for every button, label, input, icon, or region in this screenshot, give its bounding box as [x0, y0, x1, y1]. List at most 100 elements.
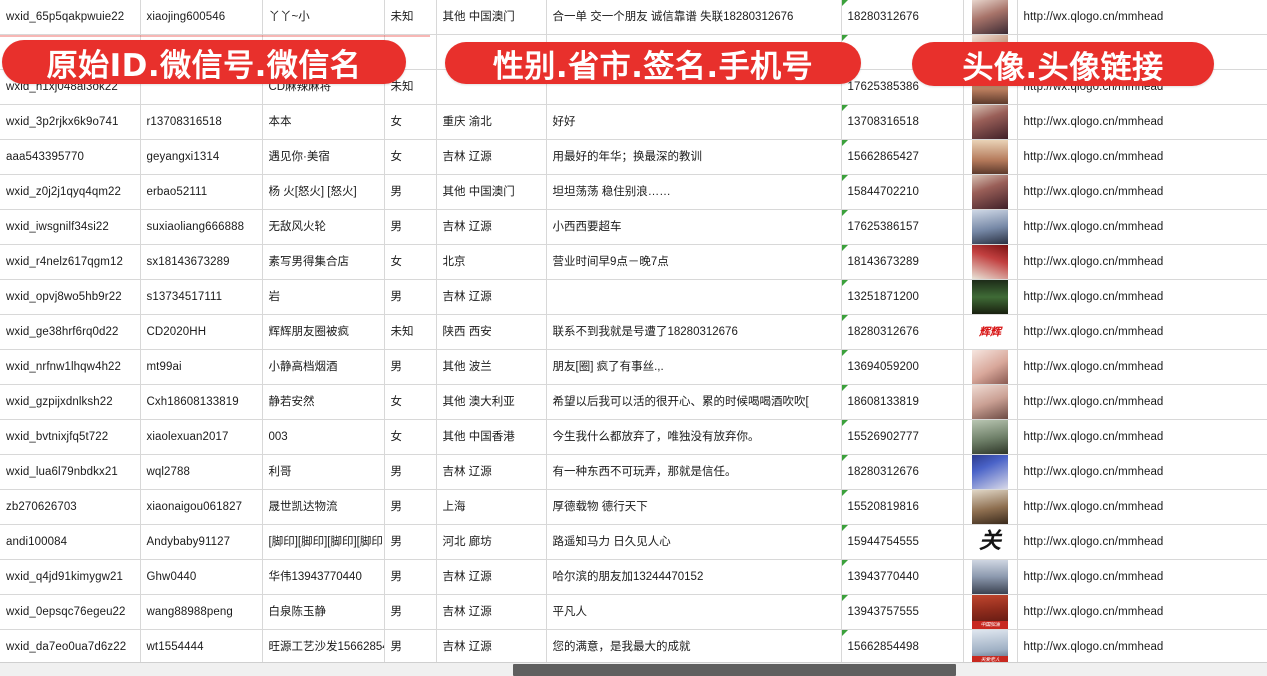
cell-gender[interactable]: 男 [384, 524, 437, 560]
cell-avatar-url[interactable]: http://wx.qlogo.cn/mmhead [1017, 594, 1267, 630]
cell-wx-name[interactable]: 旺源工艺沙发15662854 [262, 629, 385, 665]
table-row[interactable]: wxid_gzpijxdnlksh22 Cxh18608133819 静若安然 … [0, 384, 1267, 420]
cell-phone[interactable]: 15944754555 [841, 524, 964, 560]
cell-wx-id[interactable]: wql2788 [140, 454, 263, 490]
cell-wx-id[interactable]: sx18143673289 [140, 244, 263, 280]
cell-signature[interactable]: 联系不到我就是号遭了18280312676 [546, 314, 842, 350]
cell-orig-id[interactable]: wxid_bvtnixjfq5t722 [0, 419, 141, 455]
cell-avatar[interactable] [963, 454, 1018, 490]
cell-orig-id[interactable]: aaa543395770 [0, 139, 141, 175]
table-row[interactable]: andi100084 Andybaby91127 [脚印][脚印][脚印][脚印… [0, 524, 1267, 560]
cell-region[interactable]: 其他 波兰 [436, 349, 547, 385]
cell-region[interactable]: 吉林 辽源 [436, 279, 547, 315]
cell-avatar[interactable] [963, 349, 1018, 385]
cell-wx-name[interactable]: 晟世凯达物流 [262, 489, 385, 525]
cell-phone[interactable]: 13694059200 [841, 349, 964, 385]
cell-avatar[interactable] [963, 489, 1018, 525]
cell-wx-id[interactable]: suxiaoliang666888 [140, 209, 263, 245]
cell-wx-id[interactable]: xiaonaigou061827 [140, 489, 263, 525]
cell-signature[interactable]: 用最好的年华；换最深的教训 [546, 139, 842, 175]
cell-phone[interactable]: 18280312676 [841, 454, 964, 490]
cell-avatar[interactable] [963, 419, 1018, 455]
cell-region[interactable]: 吉林 辽源 [436, 139, 547, 175]
cell-wx-name[interactable]: 003 [262, 419, 385, 455]
cell-wx-id[interactable]: geyangxi1314 [140, 139, 263, 175]
cell-signature[interactable]: 哈尔滨的朋友加13244470152 [546, 559, 842, 595]
cell-region[interactable]: 吉林 辽源 [436, 594, 547, 630]
cell-signature[interactable]: 有一种东西不可玩弄，那就是信任。 [546, 454, 842, 490]
cell-signature[interactable]: 营业时间早9点－晚7点 [546, 244, 842, 280]
cell-orig-id[interactable]: wxid_r4nelz617qgm12 [0, 244, 141, 280]
cell-orig-id[interactable]: wxid_da7eo0ua7d6z22 [0, 629, 141, 665]
cell-region[interactable]: 北京 [436, 244, 547, 280]
cell-wx-name[interactable]: 静若安然 [262, 384, 385, 420]
cell-phone[interactable]: 15526902777 [841, 419, 964, 455]
cell-wx-name[interactable]: 本本 [262, 104, 385, 140]
cell-wx-name[interactable]: 小静高档烟酒 [262, 349, 385, 385]
cell-avatar[interactable] [963, 209, 1018, 245]
cell-region[interactable]: 陕西 西安 [436, 314, 547, 350]
cell-avatar[interactable] [963, 279, 1018, 315]
cell-avatar[interactable] [963, 0, 1018, 35]
cell-wx-id[interactable]: wang88988peng [140, 594, 263, 630]
cell-gender[interactable]: 女 [384, 244, 437, 280]
cell-gender[interactable]: 未知 [384, 314, 437, 350]
cell-signature[interactable]: 平凡人 [546, 594, 842, 630]
cell-gender[interactable]: 男 [384, 279, 437, 315]
cell-orig-id[interactable]: wxid_iwsgnilf34si22 [0, 209, 141, 245]
cell-wx-id[interactable]: wt1554444 [140, 629, 263, 665]
cell-avatar-url[interactable]: http://wx.qlogo.cn/mmhead [1017, 104, 1267, 140]
cell-region[interactable]: 其他 中国香港 [436, 419, 547, 455]
cell-gender[interactable]: 男 [384, 209, 437, 245]
cell-wx-name[interactable]: 素写男得集合店 [262, 244, 385, 280]
cell-avatar-url[interactable]: http://wx.qlogo.cn/mmhead [1017, 209, 1267, 245]
cell-region[interactable]: 吉林 辽源 [436, 209, 547, 245]
cell-wx-name[interactable]: 辉辉朋友圈被疯 [262, 314, 385, 350]
cell-gender[interactable]: 女 [384, 139, 437, 175]
cell-avatar[interactable] [963, 174, 1018, 210]
cell-signature[interactable]: 今生我什么都放弃了，唯独没有放弃你。 [546, 419, 842, 455]
cell-phone[interactable]: 15662854498 [841, 629, 964, 665]
cell-phone[interactable]: 15520819816 [841, 489, 964, 525]
cell-wx-name[interactable]: 岩 [262, 279, 385, 315]
cell-signature[interactable]: 路遥知马力 日久见人心 [546, 524, 842, 560]
cell-signature[interactable]: 好好 [546, 104, 842, 140]
cell-wx-name[interactable]: 华伟13943770440 [262, 559, 385, 595]
cell-gender[interactable]: 男 [384, 594, 437, 630]
cell-avatar-url[interactable]: http://wx.qlogo.cn/mmhead [1017, 349, 1267, 385]
cell-region[interactable]: 其他 中国澳门 [436, 174, 547, 210]
horizontal-scrollbar[interactable] [0, 662, 1267, 676]
cell-orig-id[interactable]: wxid_65p5qakpwuie22 [0, 0, 141, 35]
cell-orig-id[interactable]: wxid_gzpijxdnlksh22 [0, 384, 141, 420]
cell-wx-id[interactable]: r13708316518 [140, 104, 263, 140]
cell-orig-id[interactable]: wxid_lua6l79nbdkx21 [0, 454, 141, 490]
table-row[interactable]: zb270626703 xiaonaigou061827 晟世凯达物流 男 上海… [0, 489, 1267, 525]
cell-phone[interactable]: 18280312676 [841, 0, 964, 35]
cell-phone[interactable]: 15844702210 [841, 174, 964, 210]
cell-phone[interactable]: 13708316518 [841, 104, 964, 140]
cell-avatar-url[interactable]: http://wx.qlogo.cn/mmhead [1017, 559, 1267, 595]
table-row[interactable]: wxid_da7eo0ua7d6z22 wt1554444 旺源工艺沙发1566… [0, 629, 1267, 665]
cell-avatar-url[interactable]: http://wx.qlogo.cn/mmhead [1017, 629, 1267, 665]
cell-gender[interactable]: 男 [384, 559, 437, 595]
cell-gender[interactable]: 女 [384, 384, 437, 420]
table-row[interactable]: wxid_0epsqc76egeu22 wang88988peng 白泉陈玉静 … [0, 594, 1267, 630]
cell-region[interactable]: 重庆 渝北 [436, 104, 547, 140]
cell-orig-id[interactable]: wxid_0epsqc76egeu22 [0, 594, 141, 630]
cell-region[interactable]: 河北 廊坊 [436, 524, 547, 560]
cell-avatar[interactable] [963, 244, 1018, 280]
cell-avatar[interactable]: 中国加油 [963, 594, 1018, 630]
table-row[interactable]: wxid_q4jd91kimygw21 Ghw0440 华伟1394377044… [0, 559, 1267, 595]
cell-gender[interactable]: 男 [384, 454, 437, 490]
cell-orig-id[interactable]: wxid_opvj8wo5hb9r22 [0, 279, 141, 315]
cell-wx-id[interactable]: Cxh18608133819 [140, 384, 263, 420]
cell-signature[interactable]: 厚德载物 德行天下 [546, 489, 842, 525]
table-row[interactable]: wxid_r4nelz617qgm12 sx18143673289 素写男得集合… [0, 244, 1267, 280]
cell-wx-id[interactable]: erbao52111 [140, 174, 263, 210]
cell-orig-id[interactable]: wxid_3p2rjkx6k9o741 [0, 104, 141, 140]
cell-avatar-url[interactable]: http://wx.qlogo.cn/mmhead [1017, 0, 1267, 35]
cell-region[interactable]: 其他 中国澳门 [436, 0, 547, 35]
cell-gender[interactable]: 男 [384, 489, 437, 525]
cell-phone[interactable]: 18143673289 [841, 244, 964, 280]
cell-avatar-url[interactable]: http://wx.qlogo.cn/mmhead [1017, 279, 1267, 315]
